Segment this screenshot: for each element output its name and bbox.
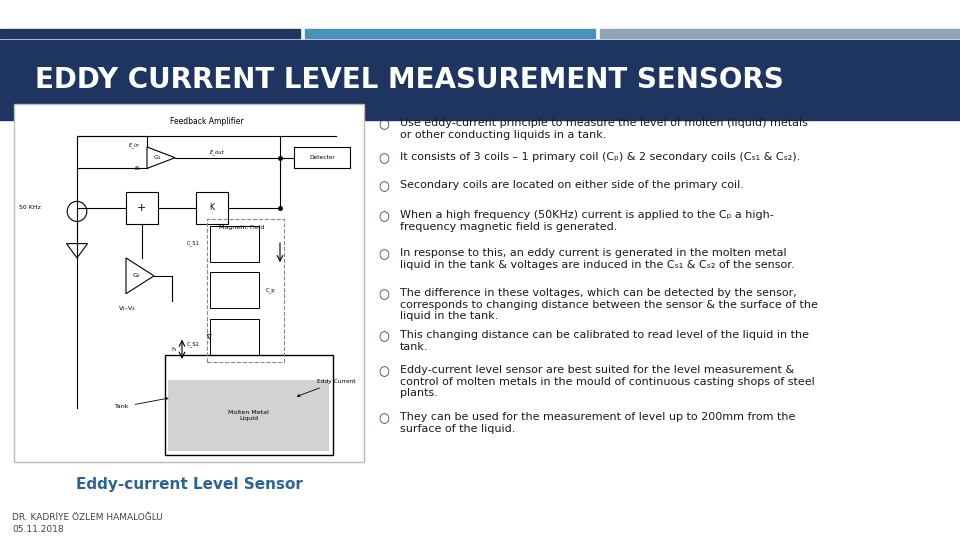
Text: h: h bbox=[171, 347, 176, 352]
Bar bbox=[210, 319, 259, 355]
Text: Eddy-current level sensor are best suited for the level measurement &
control of: Eddy-current level sensor are best suite… bbox=[400, 365, 815, 398]
Bar bbox=[305, 29, 595, 38]
Text: ○: ○ bbox=[378, 118, 389, 131]
Text: 05.11.2018: 05.11.2018 bbox=[12, 525, 63, 535]
Text: In response to this, an eddy current is generated in the molten metal
liquid in : In response to this, an eddy current is … bbox=[400, 248, 795, 269]
Bar bbox=[0, 40, 960, 120]
Text: It consists of 3 coils – 1 primary coil (Cₚ) & 2 secondary coils (Cₛ₁ & Cₛ₂).: It consists of 3 coils – 1 primary coil … bbox=[400, 152, 801, 162]
Text: Eddy Current: Eddy Current bbox=[298, 379, 355, 396]
Text: When a high frequency (50KHz) current is applied to the Cₚ a high-
frequency mag: When a high frequency (50KHz) current is… bbox=[400, 210, 774, 232]
Text: K: K bbox=[209, 204, 214, 212]
Text: G₂: G₂ bbox=[132, 273, 140, 278]
Text: 50 KHz: 50 KHz bbox=[19, 205, 41, 210]
Text: +: + bbox=[137, 203, 147, 213]
Text: ○: ○ bbox=[378, 330, 389, 343]
Bar bbox=[206, 219, 283, 362]
Text: EDDY CURRENT LEVEL MEASUREMENT SENSORS: EDDY CURRENT LEVEL MEASUREMENT SENSORS bbox=[35, 66, 783, 94]
Text: Detector: Detector bbox=[309, 155, 335, 160]
Text: Secondary coils are located on either side of the primary coil.: Secondary coils are located on either si… bbox=[400, 180, 744, 190]
Text: E₁: E₁ bbox=[134, 166, 140, 171]
Text: E_out: E_out bbox=[209, 150, 225, 155]
Text: Tank: Tank bbox=[115, 397, 168, 409]
Text: C_S1: C_S1 bbox=[186, 241, 200, 246]
Text: ○: ○ bbox=[378, 365, 389, 378]
Bar bbox=[168, 380, 329, 451]
Text: V₁–V₂: V₁–V₂ bbox=[119, 306, 135, 310]
Bar bbox=[126, 192, 157, 224]
Text: Feedback Amplifier: Feedback Amplifier bbox=[170, 117, 243, 125]
Text: ○: ○ bbox=[378, 412, 389, 425]
Text: ∇: ∇ bbox=[206, 334, 210, 340]
Text: They can be used for the measurement of level up to 200mm from the
surface of th: They can be used for the measurement of … bbox=[400, 412, 796, 434]
Text: Eddy-current Level Sensor: Eddy-current Level Sensor bbox=[76, 477, 302, 492]
Bar bbox=[210, 272, 259, 308]
Bar bbox=[0, 29, 300, 38]
Text: The difference in these voltages, which can be detected by the sensor,
correspon: The difference in these voltages, which … bbox=[400, 288, 818, 321]
Text: ○: ○ bbox=[378, 210, 389, 223]
Text: Magnetic Field: Magnetic Field bbox=[219, 225, 264, 230]
Bar bbox=[600, 29, 960, 38]
Text: ○: ○ bbox=[378, 152, 389, 165]
Bar bbox=[294, 147, 350, 168]
Text: E_in: E_in bbox=[130, 143, 140, 148]
Text: G₁: G₁ bbox=[154, 155, 161, 160]
Text: This changing distance can be calibrated to read level of the liquid in the
tank: This changing distance can be calibrated… bbox=[400, 330, 809, 352]
Bar bbox=[210, 226, 259, 261]
Text: Molten Metal
Liquid: Molten Metal Liquid bbox=[228, 410, 269, 421]
Text: DR. KADRİYE ÖZLEM HAMALOĞLU: DR. KADRİYE ÖZLEM HAMALOĞLU bbox=[12, 514, 163, 523]
Text: ○: ○ bbox=[378, 248, 389, 261]
Text: ○: ○ bbox=[378, 288, 389, 301]
Text: C_p: C_p bbox=[266, 287, 276, 293]
Text: ○: ○ bbox=[378, 180, 389, 193]
Bar bbox=[14, 104, 364, 462]
Bar bbox=[196, 192, 228, 224]
Text: C_S2: C_S2 bbox=[186, 341, 200, 347]
Text: Use eddy-current principle to measure the level of molten (liquid) metals
or oth: Use eddy-current principle to measure th… bbox=[400, 118, 808, 140]
Bar bbox=[164, 355, 332, 455]
